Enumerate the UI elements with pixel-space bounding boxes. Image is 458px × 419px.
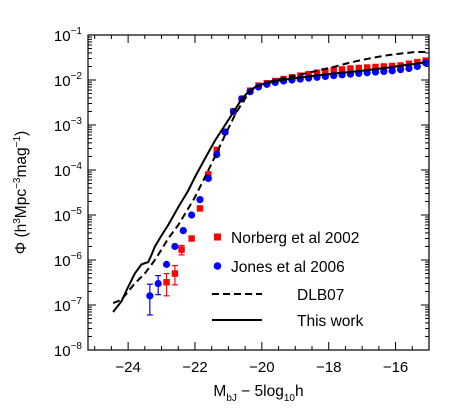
data-point: [305, 70, 312, 78]
x-axis-label: MbJ − 5log10h: [213, 383, 303, 404]
legend-label: DLB07: [297, 287, 344, 304]
series-jones-et-al-2006: [146, 59, 430, 316]
y-tick-label: 10−1: [54, 26, 83, 45]
data-point: [163, 279, 170, 286]
legend-item: Norberg et al 2002: [214, 230, 359, 247]
x-axis: −24 −22 −20 −18 −16: [94, 35, 430, 376]
data-point: [330, 67, 337, 74]
plot-frame: [87, 34, 430, 351]
data-point: [380, 63, 388, 70]
data-point: [196, 195, 204, 204]
legend-item: Jones et al 2006: [213, 259, 345, 276]
data-point: [380, 67, 388, 76]
axis-labels: MbJ − 5log10h Φ (h3Mpc−3mag−1): [12, 131, 304, 404]
legend-item: DLB07: [212, 287, 344, 304]
y-tick-label: 10−2: [54, 71, 83, 90]
data-point: [338, 66, 346, 73]
y-tick-label: 10−3: [54, 116, 83, 135]
data-point: [414, 58, 421, 66]
y-tick-label: 10−8: [54, 341, 83, 360]
y-tick-label: 10−4: [54, 161, 83, 180]
legend-label: This work: [297, 313, 364, 330]
legend: Norberg et al 2002 Jones et al 2006 DLB07 T…: [212, 230, 364, 330]
data-point: [162, 260, 171, 268]
legend-square-swatch: [214, 233, 221, 241]
y-tick-label: 10−6: [54, 251, 83, 270]
legend-label: Norberg et al 2002: [231, 230, 359, 247]
legend-label: Jones et al 2006: [231, 259, 345, 276]
y-tick-label: 10−7: [54, 296, 83, 315]
legend-circle-swatch: [213, 262, 222, 270]
series-line: [112, 51, 426, 305]
data-point: [355, 64, 362, 72]
data-point: [154, 279, 162, 288]
series-layer: [112, 51, 430, 316]
data-point: [188, 235, 195, 242]
data-point: [178, 246, 185, 253]
x-tick-label: −22: [182, 359, 207, 376]
y-axis-label: Φ (h3Mpc−3mag−1): [12, 131, 30, 254]
x-tick-label: −18: [316, 359, 341, 376]
data-point: [204, 174, 212, 183]
data-point: [171, 270, 179, 277]
data-point: [171, 242, 179, 251]
data-point: [363, 64, 371, 71]
data-point: [196, 205, 204, 212]
data-point: [405, 64, 413, 73]
data-point: [388, 67, 396, 75]
data-point: [205, 171, 212, 178]
data-point: [347, 65, 354, 72]
series-this-work: [112, 61, 426, 313]
series-line: [112, 61, 426, 313]
data-point: [188, 211, 196, 219]
data-point: [313, 69, 321, 76]
x-tick-label: −20: [249, 359, 274, 376]
legend-item: This work: [212, 313, 364, 330]
data-point: [146, 292, 154, 300]
plot-area: [87, 34, 430, 351]
series-dlb07: [112, 51, 426, 305]
y-axis: 10−8 10−7 10−6 10−5 10−4 10−3 10−2 10−1: [54, 26, 429, 360]
data-point: [389, 62, 396, 70]
y-tick-label: 10−5: [54, 206, 83, 225]
data-point: [396, 66, 405, 74]
data-point: [372, 63, 379, 71]
data-point: [213, 146, 220, 154]
x-tick-label: −24: [115, 359, 140, 376]
data-point: [179, 227, 187, 235]
data-point: [322, 68, 329, 75]
x-tick-label: −16: [383, 359, 408, 376]
